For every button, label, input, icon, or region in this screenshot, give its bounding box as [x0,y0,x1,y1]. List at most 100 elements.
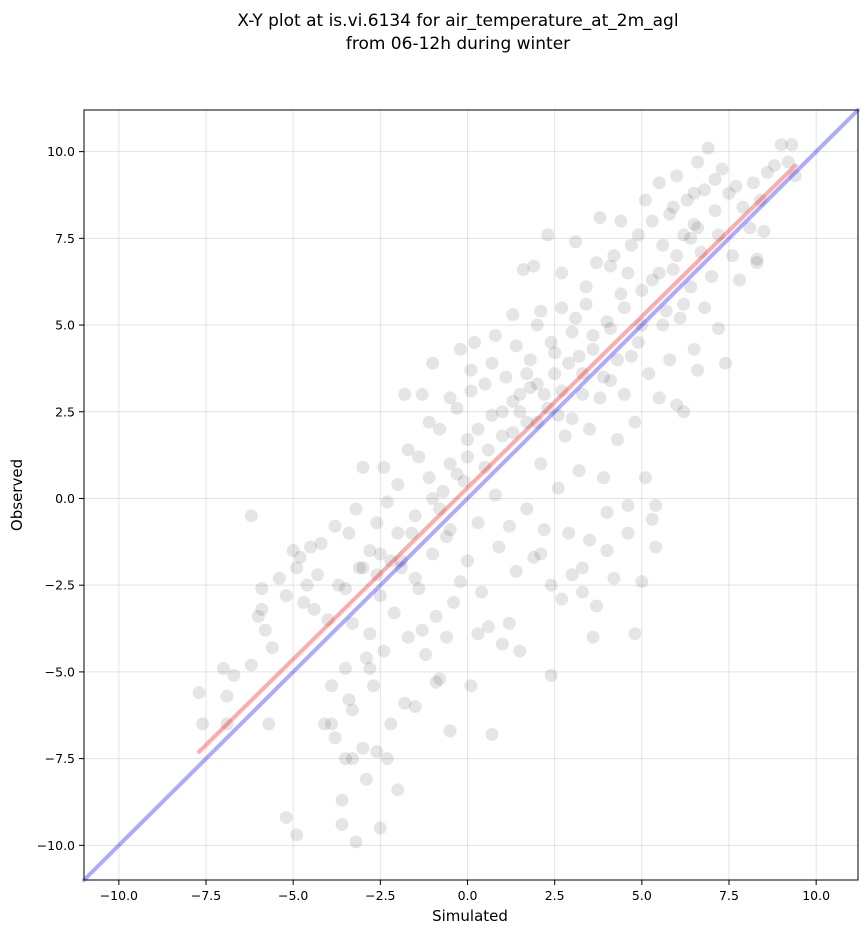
scatter-point [192,686,206,700]
scatter-point [443,724,457,738]
scatter-point [363,627,377,641]
scatter-point [621,266,635,280]
scatter-point [677,405,691,419]
scatter-point [373,821,387,835]
scatter-point [555,266,569,280]
scatter-point [506,426,520,440]
scatter-point [384,554,398,568]
scatter-point [520,415,534,429]
chart-title-line2: from 06-12h during winter [346,34,570,54]
scatter-point [586,342,600,356]
scatter-point [467,335,481,349]
scatter-point [401,443,415,457]
scatter-point [328,519,342,533]
scatter-point [635,575,649,589]
x-tick-label: −10.0 [100,888,138,903]
scatter-point [607,571,621,585]
y-tick-label: 10.0 [47,144,75,159]
scatter-point [419,648,433,662]
scatter-point [576,585,590,599]
scatter-point [631,335,645,349]
scatter-point [488,328,502,342]
scatter-point [332,578,346,592]
one-to-one-line [82,108,860,882]
scatter-point [321,613,335,627]
scatter-point [652,176,666,190]
scatter-point [279,811,293,825]
scatter-point [433,672,447,686]
scatter-point [506,394,520,408]
scatter-point [342,693,356,707]
scatter-point [628,627,642,641]
scatter-point [345,752,359,766]
y-tick-label: −5.0 [45,664,75,679]
scatter-point [635,318,649,332]
y-tick-label: 0.0 [55,491,75,506]
scatter-point [541,401,555,415]
scatter-point [499,370,513,384]
scatter-point [590,599,604,613]
scatter-point [513,387,527,401]
scatter-point [255,602,269,616]
scatter-point [691,363,705,377]
scatter-point [325,679,339,693]
scatter-point [621,526,635,540]
scatter-point [541,228,555,242]
scatter-point [373,589,387,603]
scatter-point [725,249,739,263]
scatter-point [377,460,391,474]
scatter-point [464,363,478,377]
scatter-point [617,301,631,315]
scatter-point [345,703,359,717]
scatter-point [757,224,771,238]
scatter-point [732,273,746,287]
scatter-point [698,183,712,197]
scatter-point [318,717,332,731]
regression-line [197,163,798,754]
scatter-point [649,498,663,512]
scatter-point [506,308,520,322]
x-tick-label: 5.0 [632,888,652,903]
scatter-point [286,543,300,557]
scatter-point [401,630,415,644]
scatter-point [562,526,576,540]
scatter-point [579,297,593,311]
scatter-point [370,745,384,759]
scatter-point [398,696,412,710]
scatter-point [593,391,607,405]
scatter-point [600,505,614,519]
scatter-point [565,412,579,426]
scatter-point [495,405,509,419]
scatter-point [338,752,352,766]
scatter-point [670,249,684,263]
scatter-point [691,155,705,169]
scatter-point [614,214,628,228]
scatter-point [638,193,652,207]
x-tick-label: 0.0 [458,888,478,903]
reference-lines [82,108,860,882]
scatter-point [544,578,558,592]
scatter-point [663,207,677,221]
scatter-point [352,561,366,575]
scatter-point [262,717,276,731]
scatter-point [502,616,516,630]
scatter-point [565,568,579,582]
x-axis-label: Simulated [432,907,508,925]
scatter-point [290,561,304,575]
scatter-point [279,589,293,603]
scatter-point [596,370,610,384]
scatter-point [366,679,380,693]
scatter-point [265,641,279,655]
scatter-point [461,554,475,568]
scatter-point [572,349,586,363]
scatter-point [481,620,495,634]
scatter-point [304,540,318,554]
scatter-point [373,547,387,561]
scatter-point [684,231,698,245]
x-tick-label: 10.0 [802,888,830,903]
scatter-point [398,387,412,401]
scatter-point [788,169,802,183]
y-tick-label: 2.5 [55,404,75,419]
scatter-point [356,460,370,474]
